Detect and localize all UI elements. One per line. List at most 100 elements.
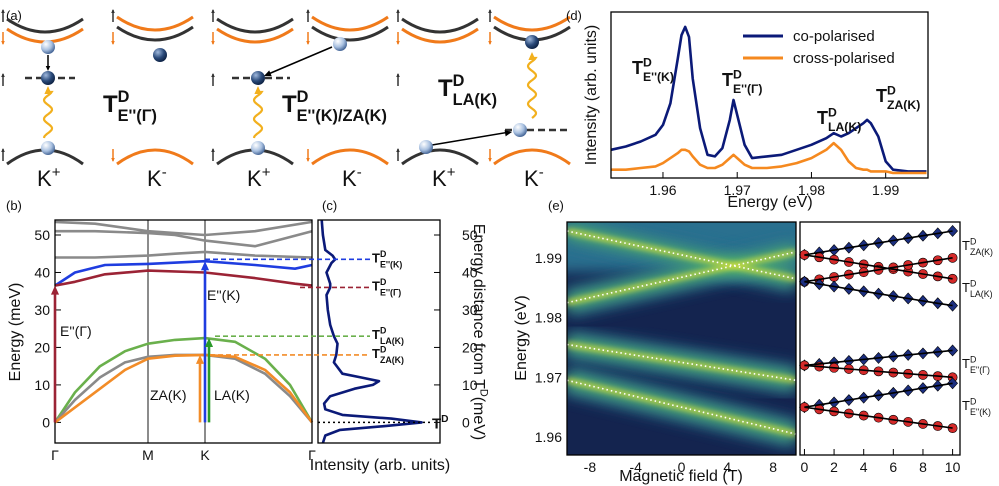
- subscript: E''(Γ): [733, 82, 762, 96]
- x-tick-label: 10: [945, 459, 961, 475]
- x-tick-label: K: [200, 447, 210, 463]
- scatter-path: [432, 132, 510, 145]
- x-axis-label: Magnetic field (T): [619, 468, 743, 485]
- text-part: T: [722, 70, 733, 90]
- superscript: D: [453, 72, 465, 90]
- y-tick-label: 20: [34, 339, 50, 355]
- figure: (a)K+K-K+K-K+K-TDE''(Γ)TDE''(K)/ZA(K)TDL…: [0, 0, 999, 486]
- band: [494, 150, 570, 164]
- y-tick-label: 40: [34, 264, 50, 280]
- text-part: T: [962, 280, 970, 295]
- superscript: +: [262, 164, 271, 181]
- superscript: D: [828, 105, 837, 119]
- fit-line: [804, 282, 952, 306]
- text-part: T: [372, 278, 380, 293]
- arrow-head: [254, 86, 261, 94]
- text-part: T: [372, 250, 380, 265]
- carrier: [251, 71, 265, 85]
- x-tick-label: -8: [584, 459, 597, 475]
- text-part: T: [962, 238, 970, 253]
- y-axis-label: Energy (eV): [513, 295, 530, 380]
- photon: [528, 58, 536, 118]
- valley-label: K-: [524, 164, 544, 191]
- text-part: K: [37, 166, 52, 191]
- y-tick-label: 0: [42, 414, 50, 430]
- subscript: ZA(K): [887, 98, 920, 112]
- transition-label: TDE''(Γ): [103, 88, 157, 125]
- arrow-head: [211, 9, 215, 13]
- text-part: T: [962, 356, 970, 371]
- superscript: D: [970, 279, 976, 289]
- superscript: D: [118, 88, 130, 106]
- peak-label: TD: [432, 414, 449, 432]
- photon: [44, 92, 52, 138]
- band: [312, 150, 388, 164]
- text-part: K: [342, 166, 357, 191]
- x-tick-label: 8: [769, 459, 777, 475]
- branch-label: TDLA(K): [962, 279, 993, 299]
- subscript: E''(Γ): [118, 107, 157, 125]
- y-tick-label: 30: [34, 302, 50, 318]
- x-tick-label: 0: [801, 459, 809, 475]
- carrier: [41, 141, 55, 155]
- superscript: D: [380, 344, 386, 354]
- band: [217, 19, 293, 32]
- text-part: K: [524, 166, 539, 191]
- text-part: T: [372, 346, 380, 361]
- arrow-head: [46, 66, 51, 71]
- line-series: [55, 271, 312, 286]
- text-part: T: [372, 327, 380, 342]
- subscript: ZA(K): [380, 355, 404, 365]
- panel-label: (b): [6, 198, 22, 213]
- y-tick-label: 1.96: [535, 429, 562, 445]
- arrow-head: [1, 9, 5, 13]
- arrow-label: ZA(K): [150, 387, 187, 403]
- y-tick-label: 10: [34, 377, 50, 393]
- arrow-head: [396, 148, 400, 152]
- subscript: LA(K): [453, 91, 497, 109]
- text-part: K: [432, 166, 447, 191]
- valley-label: K+: [37, 164, 60, 191]
- arrow-head: [488, 158, 492, 162]
- arrow-head: [211, 41, 215, 45]
- arrow-head: [111, 158, 115, 162]
- superscript: D: [887, 83, 896, 97]
- subscript: LA(K): [828, 120, 861, 134]
- x-axis-label: Energy (eV): [727, 194, 812, 211]
- legend-label: co-polarised: [793, 28, 875, 45]
- carrier: [419, 140, 433, 154]
- x-tick-label: 8: [919, 459, 927, 475]
- subscript: E''(K): [643, 70, 674, 84]
- peak-label: TDZA(K): [372, 344, 404, 364]
- arrow-head: [1, 41, 5, 45]
- band: [312, 17, 388, 30]
- superscript: D: [380, 326, 386, 336]
- text-part: T: [282, 91, 297, 118]
- peak-label: TDLA(K): [817, 105, 861, 133]
- subscript: LA(K): [970, 289, 993, 299]
- text-part: T: [438, 75, 453, 102]
- arrow-head: [1, 148, 5, 152]
- arrow-head: [396, 41, 400, 45]
- carrier: [525, 35, 539, 49]
- band: [402, 19, 478, 32]
- x-tick-label: Γ: [51, 447, 59, 463]
- y-axis-label: Energy distance from TD(meV): [470, 224, 490, 441]
- arrow-head: [211, 73, 215, 77]
- superscript: D: [643, 55, 652, 69]
- fit-line: [804, 231, 952, 255]
- subscript: E''(Γ): [970, 365, 990, 375]
- carrier: [41, 40, 55, 54]
- page: { "panel_a": { "label": "(a)", "valleys"…: [0, 0, 999, 486]
- carrier: [251, 141, 265, 155]
- text-part: T: [962, 398, 970, 413]
- arrow-head: [306, 158, 310, 162]
- y-tick-label: 1.98: [535, 310, 562, 326]
- band: [117, 150, 193, 164]
- fit-line: [804, 407, 952, 428]
- fit-line: [804, 255, 952, 279]
- text-part: (meV): [470, 397, 487, 441]
